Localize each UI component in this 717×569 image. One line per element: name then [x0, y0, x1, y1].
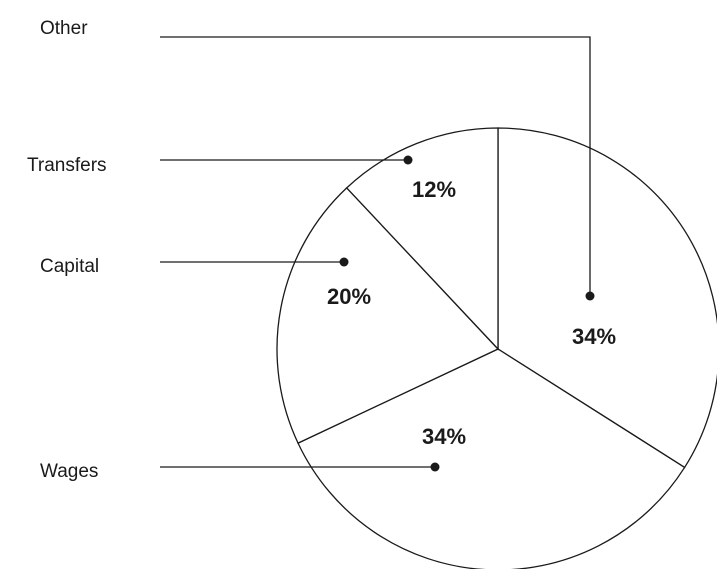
data-label-wages: 34%	[422, 424, 466, 449]
leader-dot-other	[585, 291, 595, 301]
leader-dot-wages	[430, 462, 440, 472]
pie-slice-transfers	[345, 127, 499, 351]
leader-line-other	[160, 36, 591, 296]
category-label-other: Other	[40, 18, 88, 39]
leader-lines	[160, 36, 595, 472]
leader-dot-capital	[339, 257, 349, 267]
category-label-transfers: Transfers	[27, 155, 107, 176]
data-label-other: 34%	[572, 324, 616, 349]
pie-slice-wages	[297, 348, 686, 569]
data-label-capital: 20%	[327, 284, 371, 309]
pie-slices	[276, 127, 717, 569]
category-label-wages: Wages	[40, 461, 98, 482]
leader-dot-transfers	[403, 155, 413, 165]
category-label-capital: Capital	[40, 256, 99, 277]
pie-slice-other	[497, 127, 717, 469]
pie-slice-capital	[276, 186, 500, 444]
data-label-transfers: 12%	[412, 177, 456, 202]
